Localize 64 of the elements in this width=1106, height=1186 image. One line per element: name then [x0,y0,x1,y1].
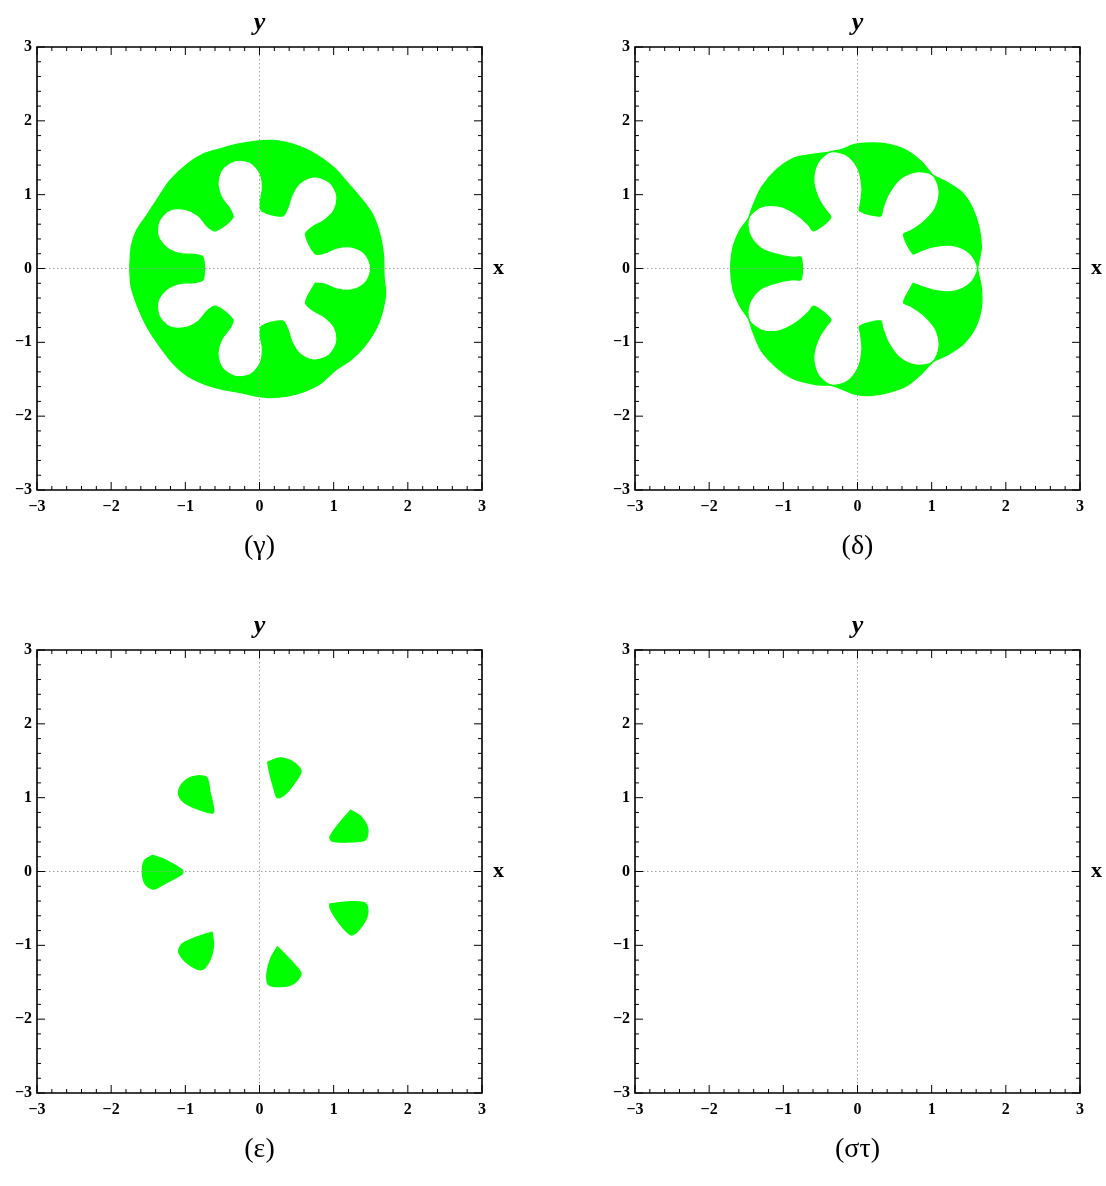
ref-line-label: y [848,610,864,639]
y-tick-label: 0 [24,861,32,879]
x-tick-label: 1 [329,1099,338,1117]
ref-line-label: x [1091,254,1102,280]
y-tick-label: 0 [622,861,630,879]
x-tick-label: 1 [927,1099,936,1117]
y-tick-label: 3 [24,640,32,658]
x-tick-label: 3 [1076,496,1084,514]
x-tick-label: 0 [255,496,264,514]
x-tick-label: 3 [478,1099,486,1117]
x-tick-label: 1 [329,496,338,514]
x-tick-label: 1 [927,496,936,514]
y-tick-label: −3 [612,1083,630,1101]
y-tick-label: 1 [24,787,32,805]
text: (γ) [243,529,276,561]
ref-line-label: x [493,254,504,280]
y-tick-label: 3 [24,37,32,55]
x-tick-label: −2 [700,1099,718,1117]
text: (δ) [841,529,874,561]
ref-line-label: x [1091,857,1102,883]
ref-line-label: y [848,7,864,36]
x-tick-label: −2 [102,1099,120,1117]
x-tick-label: 3 [1076,1099,1084,1117]
y-tick-label: 2 [622,110,630,128]
ref-line-label: x [493,857,504,883]
x-tick-label: 0 [853,496,862,514]
y-tick-label: 2 [24,713,32,731]
y-tick-label: −3 [612,480,630,498]
x-tick-label: −2 [102,496,120,514]
y-tick-label: 0 [622,258,630,276]
y-tick-label: 0 [24,258,32,276]
x-tick-label: −2 [700,496,718,514]
y-tick-label: −1 [14,332,32,350]
x-tick-label: 0 [853,1099,862,1117]
x-tick-label: 2 [403,496,412,514]
y-tick-label: −2 [14,406,32,424]
y-tick-label: 1 [622,787,630,805]
y-tick-label: 3 [622,640,630,658]
y-tick-label: −1 [14,935,32,953]
y-tick-label: 1 [622,184,630,202]
y-tick-label: −1 [612,935,630,953]
y-tick-label: 3 [622,37,630,55]
x-tick-label: −1 [774,1099,792,1117]
x-tick-label: −1 [176,1099,194,1117]
x-tick-label: 3 [478,496,486,514]
ref-line-label: y [250,610,266,639]
y-tick-label: −2 [612,406,630,424]
y-tick-label: −2 [612,1009,630,1027]
x-tick-label: 2 [1001,496,1010,514]
y-tick-label: −2 [14,1009,32,1027]
x-tick-label: 2 [403,1099,412,1117]
y-tick-label: −3 [14,480,32,498]
y-tick-label: 2 [24,110,32,128]
text: (στ) [835,1132,880,1164]
x-tick-label: 0 [255,1099,264,1117]
x-tick-label: −1 [176,496,194,514]
x-tick-label: −1 [774,496,792,514]
ref-line-label: y [250,7,266,36]
y-tick-label: 1 [24,184,32,202]
x-tick-label: 2 [1001,1099,1010,1117]
y-tick-label: −3 [14,1083,32,1101]
y-tick-label: 2 [622,713,630,731]
text: (ε) [244,1132,275,1164]
y-tick-label: −1 [612,332,630,350]
